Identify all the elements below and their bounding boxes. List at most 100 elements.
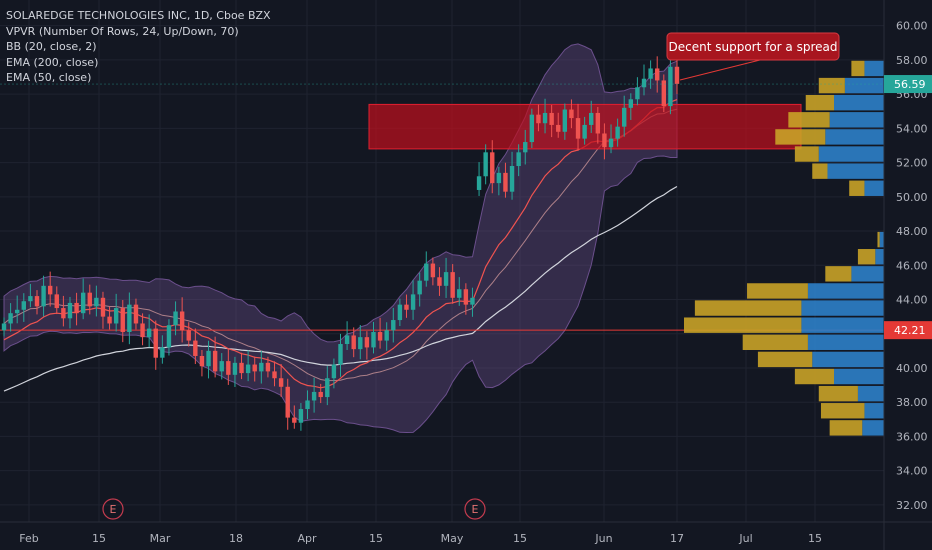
candle-body xyxy=(252,364,257,372)
candle-body xyxy=(305,400,310,410)
volume-profile-up-bar xyxy=(864,180,884,196)
candle-body xyxy=(179,311,185,331)
volume-profile-up-bar xyxy=(857,385,884,402)
candle-body xyxy=(615,126,620,139)
candle xyxy=(377,317,383,349)
candle xyxy=(542,98,548,134)
candle xyxy=(272,361,277,387)
price-axis-tick-label: 32.00 xyxy=(896,499,928,512)
legend-study-bb[interactable]: BB (20, close, 2) xyxy=(6,40,97,53)
time-axis[interactable]: Feb 15 Mar 18 Apr 15 May 15 Jun 17 Jul 15 xyxy=(0,521,932,545)
legend-symbol-title[interactable]: SOLAREDGE TECHNOLOGIES INC, 1D, Cboe BZX xyxy=(6,9,271,22)
time-axis-tick-label: 15 xyxy=(92,532,106,545)
candle-body xyxy=(166,325,172,348)
candle xyxy=(661,74,667,113)
price-axis-tick-label: 36.00 xyxy=(896,430,928,443)
candle-body xyxy=(602,133,607,148)
volume-profile-up-bar xyxy=(864,403,884,419)
candle-body xyxy=(476,176,482,190)
candle xyxy=(529,108,535,149)
candle-body xyxy=(173,311,178,326)
grid xyxy=(0,0,884,522)
volume-profile-down-bar xyxy=(794,368,834,385)
legend-study-ema50[interactable]: EMA (50, close) xyxy=(6,71,92,84)
price-axis[interactable]: 60.0058.0056.0054.0052.0050.0048.0046.00… xyxy=(883,0,932,550)
candle xyxy=(450,264,455,304)
volume-profile-down-bar xyxy=(851,60,865,77)
volume-profile-down-bar xyxy=(857,249,876,265)
earnings-marker-circle xyxy=(102,498,124,520)
candle xyxy=(582,116,587,145)
legend-study-ema200[interactable]: EMA (200, close) xyxy=(6,55,99,69)
candle xyxy=(371,321,376,354)
volume-profile-down-bar xyxy=(818,77,845,94)
candle xyxy=(410,280,416,320)
candle-body xyxy=(516,152,521,167)
candle-body xyxy=(226,361,231,375)
candle xyxy=(47,271,53,307)
candle-body xyxy=(397,304,403,321)
candles xyxy=(1,52,680,431)
earnings-marker-label: E xyxy=(472,503,479,516)
candle-body xyxy=(14,309,20,314)
candle-body xyxy=(410,294,416,310)
candle xyxy=(199,349,205,377)
candle xyxy=(100,291,106,329)
candle-body xyxy=(193,340,198,356)
volume-profile-down-bar xyxy=(849,180,865,196)
candle xyxy=(265,356,271,378)
candle xyxy=(41,275,46,317)
candle-body xyxy=(1,323,7,331)
time-axis-tick-label: Apr xyxy=(297,532,317,545)
candle xyxy=(259,350,264,384)
earnings-marker[interactable]: E xyxy=(102,498,124,520)
candle xyxy=(391,307,396,343)
volume-profile-down-bar xyxy=(829,420,863,436)
annotation-callout: Decent support for a spread xyxy=(666,32,840,81)
candle-body xyxy=(232,362,238,375)
candle xyxy=(28,283,33,308)
candle xyxy=(589,100,594,133)
candle-body xyxy=(562,109,568,132)
candle-body xyxy=(384,330,389,341)
candle xyxy=(94,285,99,317)
volume-profile-up-bar xyxy=(851,266,884,282)
volume-profile-down-bar xyxy=(684,317,802,333)
candle-body xyxy=(107,316,112,324)
candle-body xyxy=(503,172,508,192)
candle xyxy=(358,325,363,360)
candle xyxy=(179,297,185,343)
candle xyxy=(153,320,158,370)
volume-profile-down-bar xyxy=(812,163,828,179)
candle xyxy=(133,298,139,330)
legend-study-vpvr[interactable]: VPVR (Number Of Rows, 24, Up/Down, 70) xyxy=(6,24,239,38)
candle xyxy=(186,322,191,347)
earnings-marker[interactable]: E xyxy=(464,498,486,520)
candle xyxy=(252,356,257,382)
candle-body xyxy=(239,362,244,374)
candle xyxy=(437,267,442,296)
candle-body xyxy=(529,114,535,143)
time-axis-tick-label: 17 xyxy=(670,532,684,545)
candle xyxy=(496,166,502,196)
price-axis-tick-label: 40.00 xyxy=(896,362,928,375)
candle xyxy=(120,300,125,343)
candle-body xyxy=(298,409,304,423)
price-axis-tick-label: 46.00 xyxy=(896,259,928,272)
candle-body xyxy=(311,391,317,401)
candle-body xyxy=(133,304,139,324)
candle-body xyxy=(61,308,66,319)
candle-body xyxy=(509,166,515,192)
time-axis-tick-label: Feb xyxy=(19,532,38,545)
candle-body xyxy=(292,417,297,423)
candle-body xyxy=(74,302,79,314)
candle xyxy=(569,99,574,129)
volume-profile-up-bar xyxy=(812,351,884,368)
annotation-box xyxy=(666,32,840,61)
volume-profile-up-bar xyxy=(862,420,884,436)
candle-body xyxy=(94,297,99,307)
candle xyxy=(232,356,238,387)
candle xyxy=(483,144,488,185)
candle-body xyxy=(120,308,125,333)
